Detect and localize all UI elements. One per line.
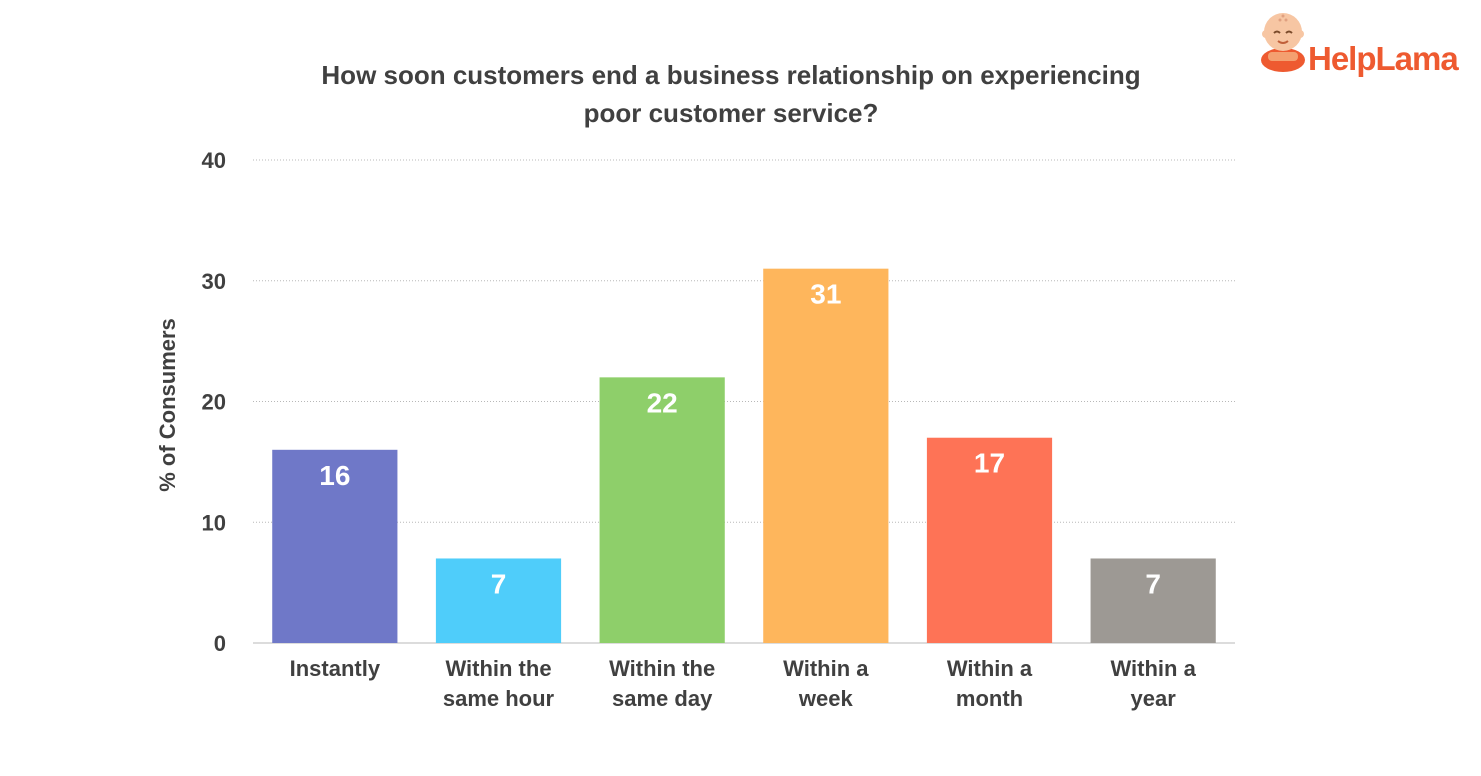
category-label: Within a year [1110,656,1196,711]
logo-text-help: Help [1308,40,1377,77]
helplama-logo: HelpLama [1258,8,1473,78]
logo-text-lama: Lama [1375,40,1459,77]
bar [435,558,562,643]
chart-title: How soon customers end a business relati… [231,56,1231,132]
category-label: Within the same day [609,656,715,711]
category-label: Instantly [290,656,381,681]
data-label: 31 [810,279,841,310]
category-label: Within a week [783,656,869,711]
data-label: 17 [974,448,1005,479]
y-tick-label: 40 [202,148,226,173]
bar [763,268,889,643]
y-tick-label: 10 [202,510,226,535]
y-tick-label: 0 [214,631,226,656]
data-label: 7 [491,568,507,599]
category-label: Within the same hour [443,656,555,711]
chart-title-line-1: How soon customers end a business relati… [321,60,1141,90]
bar [1090,558,1216,643]
bar [926,437,1053,643]
bar [272,449,398,643]
data-label: 16 [319,460,350,491]
chart-title-line-2: poor customer service? [583,98,879,128]
y-tick-label: 30 [202,269,226,294]
data-label: 22 [647,387,678,418]
category-label: Within a month [947,656,1033,711]
y-tick-label: 20 [202,390,226,415]
monk-mascot-icon [1261,13,1305,72]
bar [599,377,725,643]
logo-wordmark: HelpLama [1308,40,1459,78]
data-label: 7 [1145,568,1161,599]
